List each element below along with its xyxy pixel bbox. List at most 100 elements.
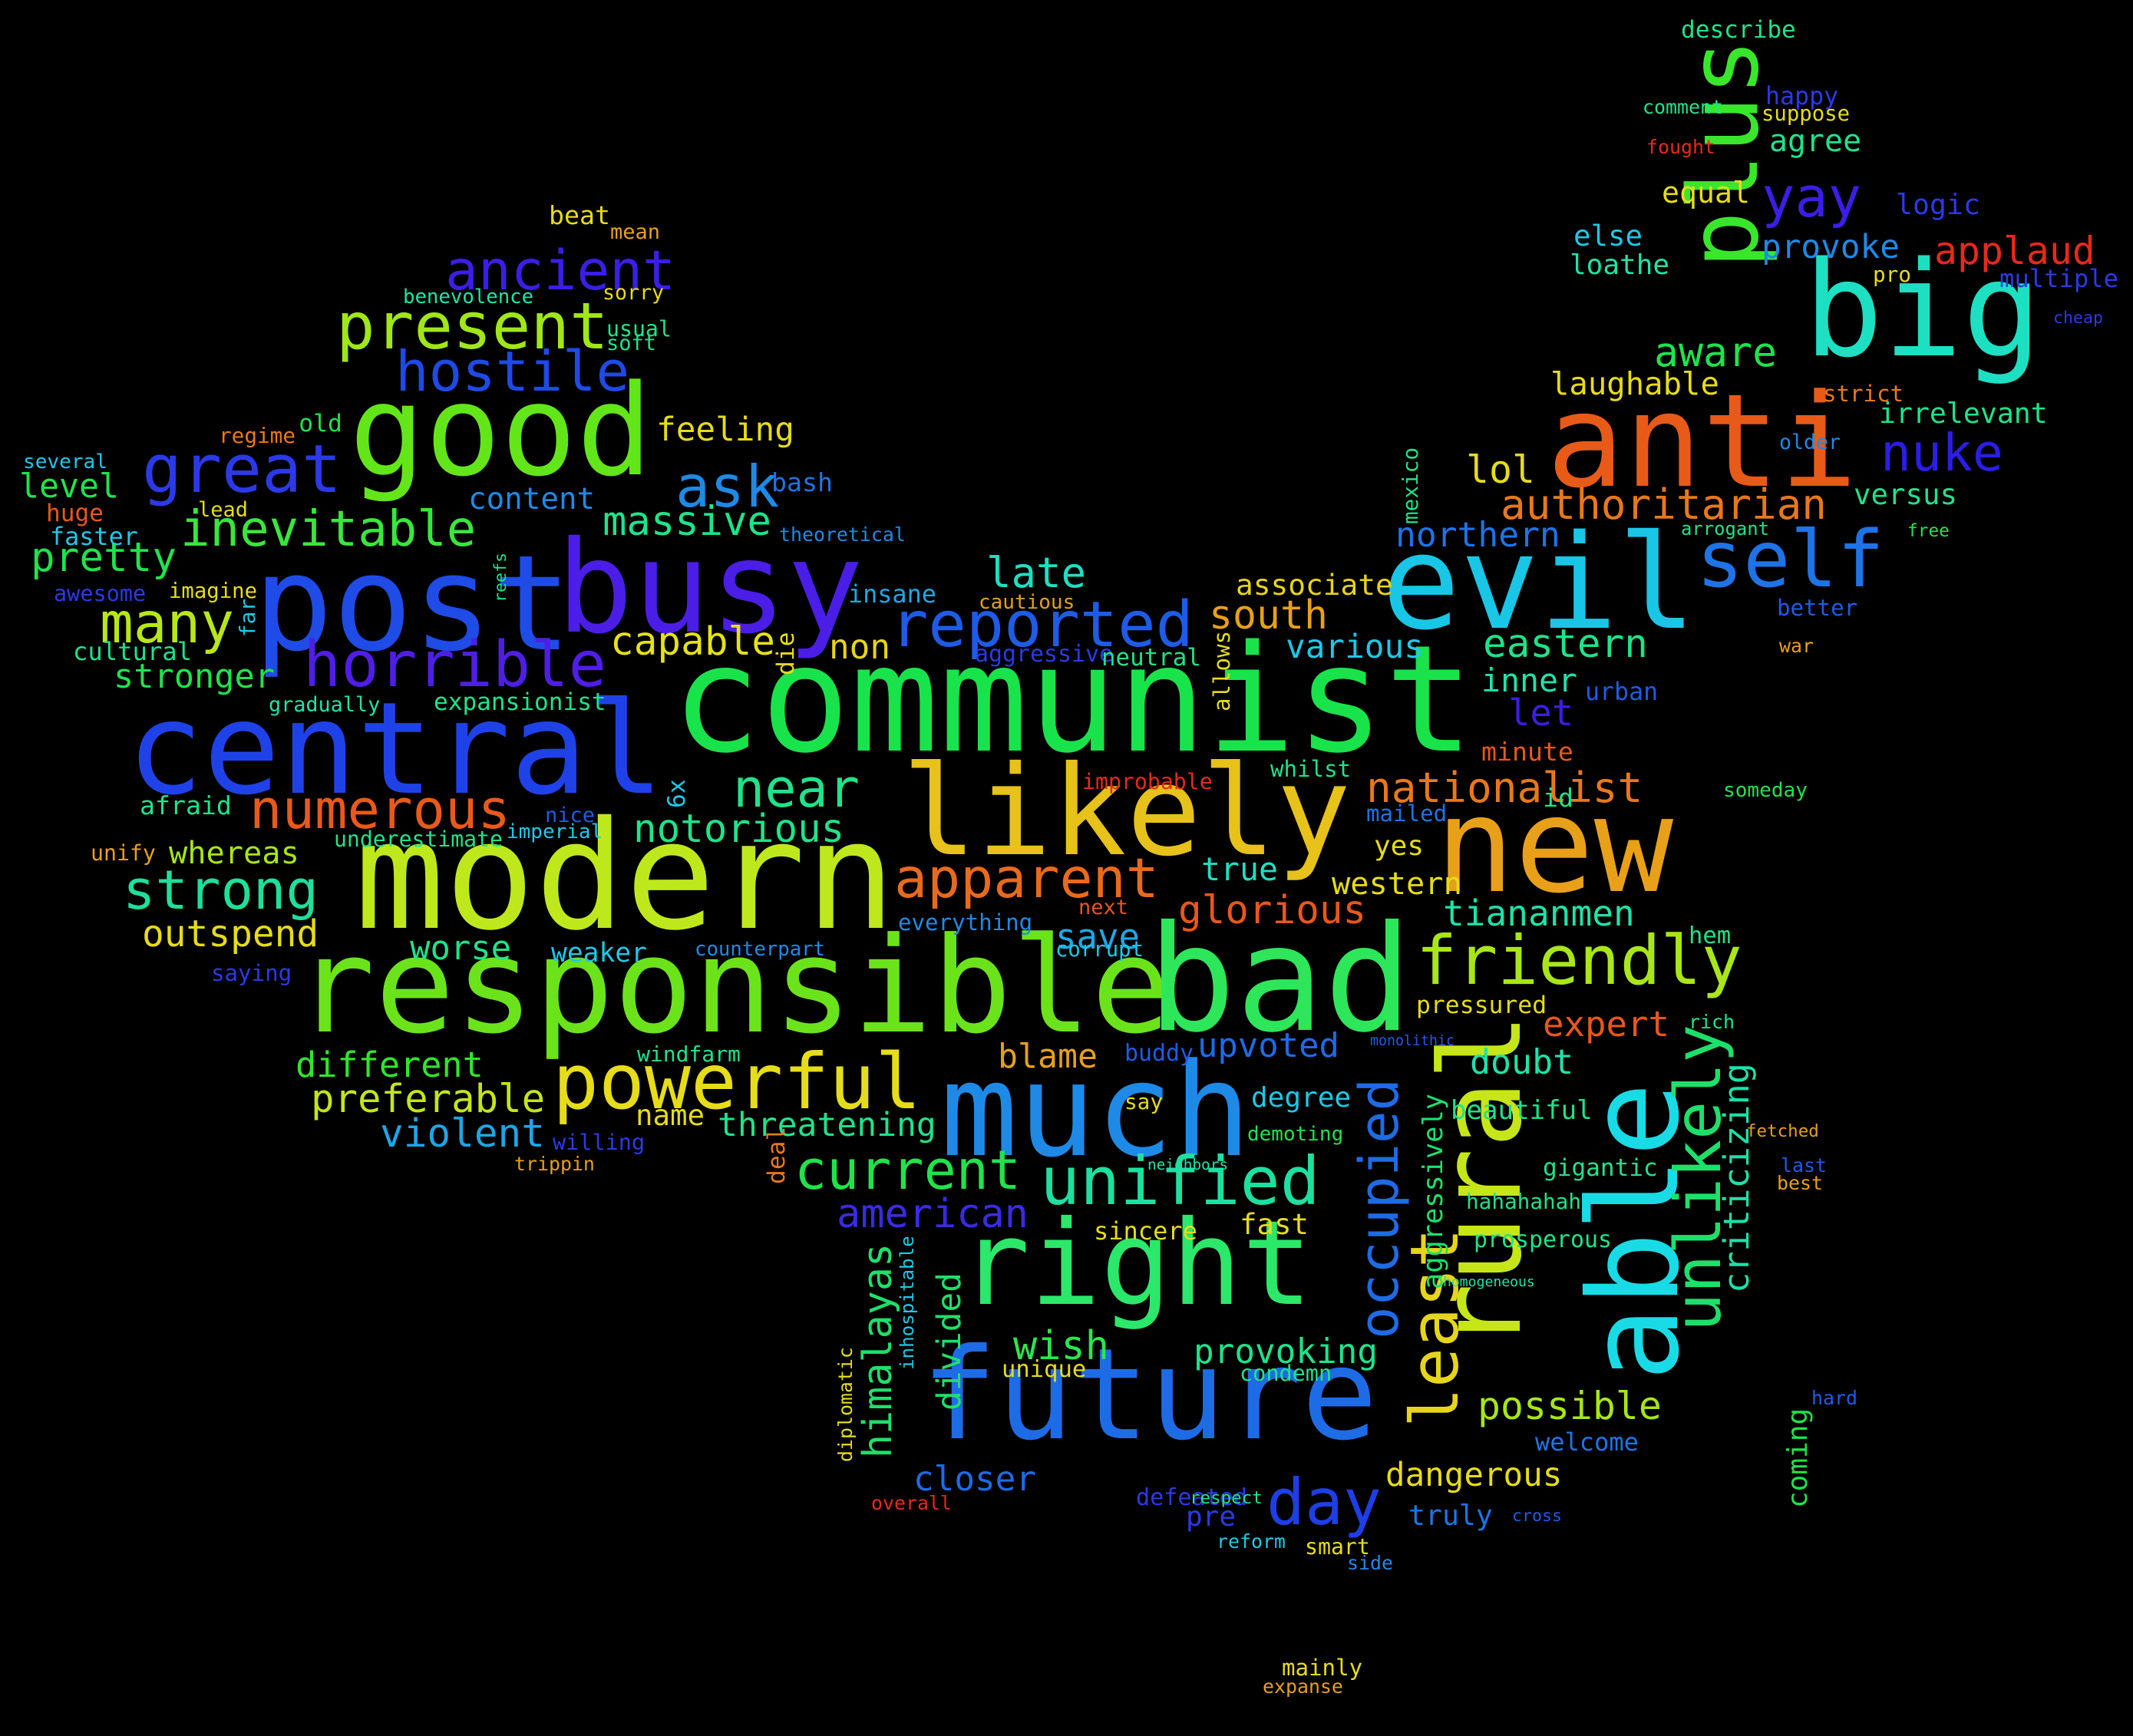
word-violent: violent (380, 1111, 545, 1157)
word-improbable: improbable (1082, 768, 1213, 794)
word-strict: strict (1823, 381, 1904, 408)
word-else: else (1573, 218, 1643, 252)
word-pressured: pressured (1416, 992, 1547, 1020)
word-multiple: multiple (1999, 263, 2119, 293)
word-inevitable: inevitable (180, 501, 477, 559)
word-nice: nice (545, 803, 596, 827)
word-hostile: hostile (395, 339, 630, 404)
word-pro: pro (1873, 261, 1912, 287)
word-busy: busy (556, 513, 863, 662)
word-deal: deal (762, 1126, 791, 1184)
word-bash: bash (771, 467, 833, 498)
word-homogeneous: homogeneous (1443, 1273, 1535, 1290)
word-rich: rich (1689, 1011, 1735, 1034)
word-current: current (794, 1138, 1022, 1202)
word-yes: yes (1374, 830, 1425, 862)
word-new: new (1435, 769, 1674, 922)
word-saying: saying (211, 960, 292, 987)
word-say: say (1124, 1088, 1164, 1114)
word-degree: degree (1251, 1082, 1352, 1114)
word-free: free (1907, 521, 1950, 542)
word-arrogant: arrogant (1681, 517, 1770, 540)
word-reform: reform (1217, 1530, 1286, 1553)
word-describe: describe (1681, 16, 1796, 45)
word-powerful: powerful (553, 1037, 922, 1127)
word-cultural: cultural (73, 636, 193, 666)
word-day: day (1266, 1464, 1382, 1540)
word-diplomatic: diplomatic (834, 1347, 857, 1462)
word-fast: fast (1240, 1207, 1309, 1242)
word-prosperous: prosperous (1474, 1226, 1612, 1253)
word-threatening: threatening (718, 1106, 936, 1145)
word-unify: unify (91, 840, 156, 866)
word-responsible: responsible (296, 908, 1171, 1063)
word-south: south (1209, 592, 1329, 639)
word-let: let (1508, 692, 1574, 735)
word-aggressive: aggressive (975, 640, 1113, 668)
word-imagine: imagine (169, 579, 258, 604)
word-happy: happy (1765, 83, 1839, 111)
word-mainly: mainly (1282, 1655, 1363, 1682)
word-someday: someday (1723, 779, 1808, 803)
word-notorious: notorious (633, 805, 845, 851)
word-northern: northern (1395, 515, 1560, 556)
word-side: side (1347, 1552, 1393, 1575)
word-anti: anti (1547, 365, 1858, 517)
word-pretty: pretty (31, 534, 177, 582)
word-aware: aware (1654, 328, 1778, 376)
word-modern: modern (355, 789, 896, 964)
word-nationalist: nationalist (1366, 764, 1643, 813)
word-next: next (1078, 896, 1129, 919)
word-himalayas: himalayas (855, 1243, 902, 1458)
word-die: die (771, 632, 800, 676)
word-expanse: expanse (1263, 1675, 1343, 1698)
word-tiananmen: tiananmen (1443, 893, 1635, 935)
word-nuke: nuke (1880, 422, 2003, 483)
word-regime: regime (219, 422, 296, 448)
word-late: late (986, 549, 1087, 597)
word-coming: coming (1781, 1408, 1814, 1508)
word-allows: allows (1208, 630, 1235, 711)
word-benevolence: benevolence (403, 285, 534, 309)
word-loathe: loathe (1570, 249, 1670, 281)
word-sincere: sincere (1094, 1216, 1197, 1246)
word-authoritarian: authoritarian (1501, 480, 1827, 529)
word-buddy: buddy (1124, 1039, 1194, 1067)
word-equal: equal (1662, 177, 1750, 211)
word-self: self (1696, 514, 1884, 606)
word-right: right (959, 1196, 1312, 1333)
word-welcome: welcome (1535, 1427, 1639, 1457)
word-much: much (940, 1035, 1252, 1186)
word-weaker: weaker (551, 938, 647, 969)
word-neighbors: neighbors (1147, 1155, 1229, 1173)
word-possible: possible (1478, 1383, 1662, 1428)
word-irrelevant: irrelevant (1879, 397, 2048, 431)
word-cautious: cautious (979, 591, 1075, 615)
word-closer: closer (913, 1459, 1037, 1499)
word-evil: evil (1382, 507, 1697, 659)
word-upvoted: upvoted (1197, 1025, 1339, 1065)
word-lol: lol (1466, 447, 1535, 492)
word-corrupt: corrupt (1055, 937, 1144, 962)
word-near: near (733, 757, 860, 820)
word-6x: 6x (662, 779, 691, 808)
word-hahahahah: hahahahah (1466, 1189, 1582, 1215)
word-fetched: fetched (1746, 1121, 1819, 1142)
word-yay: yay (1762, 165, 1862, 229)
word-beautiful: beautiful (1451, 1094, 1593, 1126)
word-inner: inner (1481, 662, 1577, 700)
word-cheap: cheap (2053, 308, 2104, 328)
word-expansionist: expansionist (434, 688, 606, 716)
word-eastern: eastern (1483, 622, 1648, 668)
word-ask: ask (675, 453, 780, 520)
word-mailed: mailed (1366, 800, 1448, 827)
word-reefs: reefs (490, 552, 510, 602)
word-massive: massive (603, 498, 771, 545)
word-underestimate: underestimate (334, 826, 503, 852)
word-criticizing: criticizing (1715, 1063, 1757, 1293)
word-many: many (100, 591, 235, 656)
word-sorry: sorry (603, 281, 665, 305)
word-minute: minute (1481, 737, 1573, 767)
word-central: central (127, 675, 664, 824)
